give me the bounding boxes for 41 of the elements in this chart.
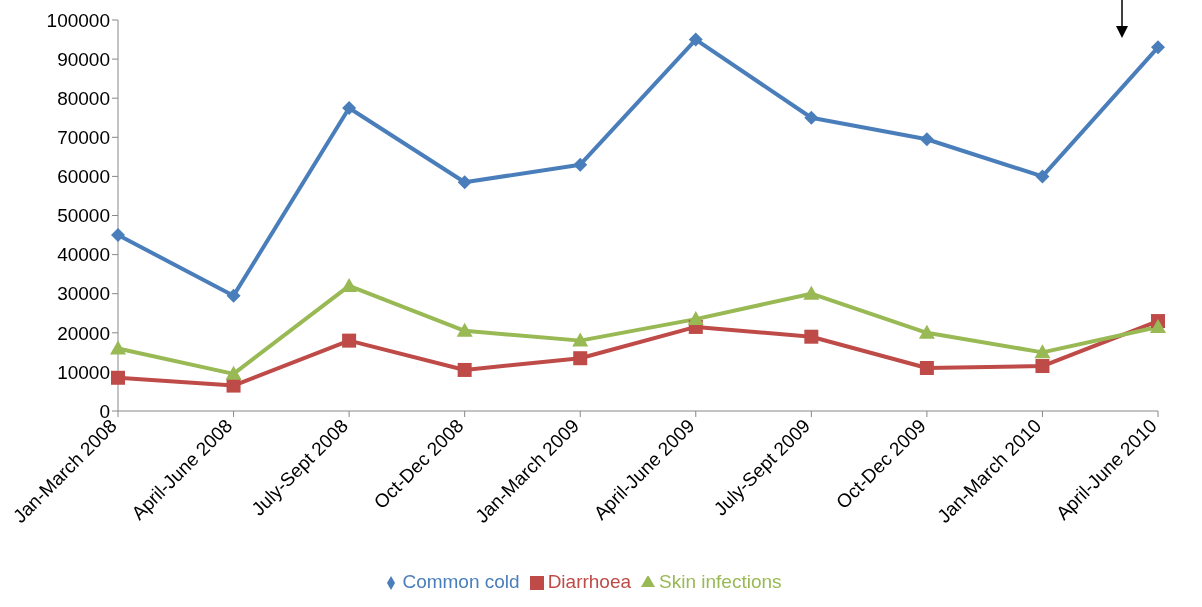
point bbox=[226, 288, 241, 303]
y-tick-label: 100000 bbox=[46, 9, 110, 31]
point bbox=[572, 332, 589, 347]
point bbox=[226, 378, 241, 393]
point bbox=[342, 333, 357, 348]
point bbox=[918, 324, 935, 339]
point bbox=[341, 277, 358, 292]
y-tick-label: 80000 bbox=[57, 87, 110, 109]
y-tick-label: 20000 bbox=[57, 322, 110, 344]
point bbox=[688, 32, 703, 47]
y-tick-label: 70000 bbox=[57, 127, 110, 149]
point bbox=[919, 132, 934, 147]
point bbox=[111, 370, 125, 385]
legend-label: Common cold bbox=[402, 571, 520, 592]
point bbox=[1150, 318, 1166, 333]
point bbox=[573, 351, 588, 366]
y-tick-label: 60000 bbox=[57, 166, 110, 188]
point bbox=[1034, 344, 1051, 359]
point bbox=[457, 175, 472, 190]
point bbox=[110, 340, 126, 355]
point bbox=[457, 362, 472, 377]
point bbox=[1035, 169, 1050, 184]
point bbox=[803, 285, 820, 300]
point bbox=[804, 110, 819, 125]
point bbox=[919, 360, 934, 375]
y-tick-label: 10000 bbox=[57, 361, 110, 383]
point bbox=[1035, 359, 1050, 374]
point bbox=[687, 311, 704, 326]
y-tick-label: 50000 bbox=[57, 205, 110, 227]
y-tick-label: 90000 bbox=[57, 48, 110, 70]
y-tick-label: 40000 bbox=[57, 244, 110, 266]
point bbox=[111, 228, 125, 243]
point bbox=[1151, 40, 1165, 55]
point bbox=[225, 365, 242, 380]
point bbox=[804, 329, 819, 344]
point bbox=[456, 322, 473, 337]
point bbox=[573, 157, 588, 172]
legend-label: Diarrhoea bbox=[547, 571, 632, 592]
point bbox=[342, 100, 357, 115]
legend-label: Skin infections bbox=[659, 571, 782, 592]
y-tick-label: 30000 bbox=[57, 283, 110, 305]
